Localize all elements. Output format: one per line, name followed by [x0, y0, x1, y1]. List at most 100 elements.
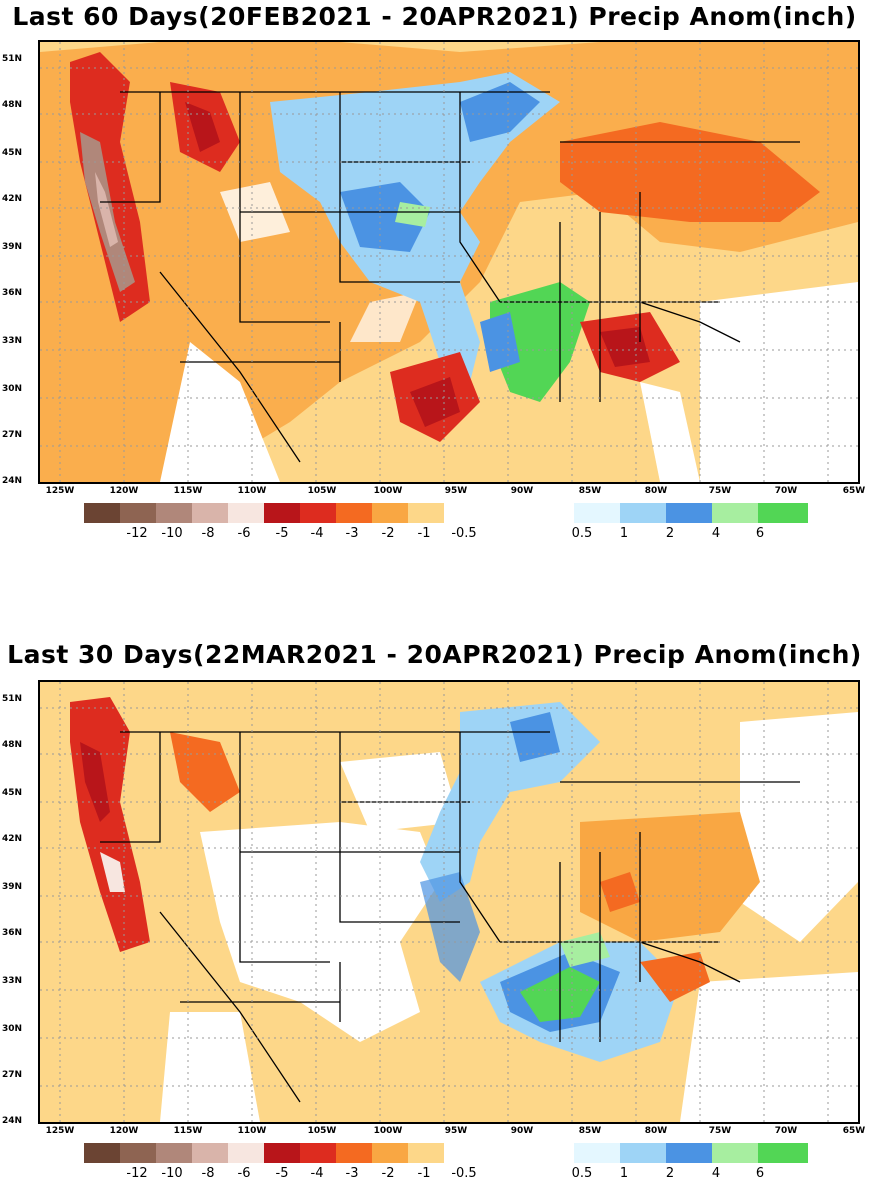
colorbar-swatch	[408, 503, 444, 523]
lat-label: 30N	[2, 1024, 23, 1034]
lat-label: 27N	[2, 1070, 23, 1080]
lon-label: 110W	[237, 486, 267, 496]
lon-label: 120W	[109, 1126, 139, 1136]
lon-label: 70W	[774, 1126, 798, 1136]
lat-label: 33N	[2, 336, 23, 346]
panel-title: Last 30 Days(22MAR2021 - 20APR2021) Prec…	[7, 640, 862, 669]
colorbar-swatch	[300, 1143, 336, 1163]
precip-anomaly-map	[38, 680, 860, 1124]
colorbar-label: -3	[345, 1166, 359, 1181]
lat-label: 51N	[2, 694, 23, 704]
colorbar-label: -4	[310, 526, 324, 541]
colorbar-label: -0.5	[451, 526, 477, 541]
lon-label: 95W	[444, 1126, 468, 1136]
colorbar-swatch	[372, 1143, 408, 1163]
lat-label: 39N	[2, 242, 23, 252]
anomaly-field	[40, 682, 858, 1122]
colorbar-swatch	[574, 503, 620, 523]
colorbar-swatch	[444, 1143, 574, 1163]
colorbar	[84, 503, 808, 523]
colorbar-swatch	[620, 503, 666, 523]
lon-label: 80W	[644, 1126, 668, 1136]
colorbar-swatch	[758, 503, 808, 523]
colorbar-label: 4	[711, 526, 721, 541]
colorbar-swatch	[228, 503, 264, 523]
colorbar-swatch	[408, 1143, 444, 1163]
lon-label: 90W	[510, 486, 534, 496]
colorbar-label: 4	[711, 1166, 721, 1181]
colorbar-label: 2	[665, 1166, 675, 1181]
lat-label: 36N	[2, 928, 23, 938]
colorbar-label: -10	[161, 526, 183, 541]
colorbar-swatch	[444, 503, 574, 523]
lon-label: 110W	[237, 1126, 267, 1136]
lat-label: 24N	[2, 1116, 23, 1126]
lon-label: 100W	[373, 486, 403, 496]
lon-label: 85W	[578, 486, 602, 496]
colorbar-swatch	[228, 1143, 264, 1163]
lon-label: 75W	[708, 486, 732, 496]
colorbar-label: 6	[755, 1166, 765, 1181]
lon-label: 120W	[109, 486, 139, 496]
colorbar-swatch	[84, 1143, 120, 1163]
lon-label: 80W	[644, 486, 668, 496]
colorbar-swatch	[620, 1143, 666, 1163]
colorbar-swatch	[336, 503, 372, 523]
colorbar-label: -6	[237, 1166, 251, 1181]
colorbar-label: -6	[237, 526, 251, 541]
panel-30-day: Last 30 Days(22MAR2021 - 20APR2021) Prec…	[0, 600, 869, 1182]
colorbar-swatch	[300, 503, 336, 523]
colorbar-label: 1	[619, 526, 629, 541]
lat-label: 39N	[2, 882, 23, 892]
lat-label: 48N	[2, 100, 23, 110]
lat-label: 33N	[2, 976, 23, 986]
lat-label: 42N	[2, 194, 23, 204]
lat-label: 36N	[2, 288, 23, 298]
colorbar-swatch	[156, 1143, 192, 1163]
lon-label: 100W	[373, 1126, 403, 1136]
colorbar-label: -12	[126, 526, 148, 541]
colorbar-label: -10	[161, 1166, 183, 1181]
lon-label: 65W	[842, 1126, 866, 1136]
lon-label: 70W	[774, 486, 798, 496]
colorbar-label: 0.5	[571, 1166, 593, 1181]
lon-label: 95W	[444, 486, 468, 496]
colorbar-swatch	[666, 1143, 712, 1163]
colorbar	[84, 1143, 808, 1163]
lon-label: 105W	[307, 486, 337, 496]
lat-label: 30N	[2, 384, 23, 394]
colorbar-label: -5	[275, 526, 289, 541]
lon-label: 125W	[45, 486, 75, 496]
colorbar-label: -12	[126, 1166, 148, 1181]
anomaly-field	[40, 42, 858, 482]
lat-label: 27N	[2, 430, 23, 440]
colorbar-label: -1	[417, 1166, 431, 1181]
colorbar-swatch	[712, 503, 758, 523]
lat-label: 42N	[2, 834, 23, 844]
colorbar-swatch	[84, 503, 120, 523]
colorbar-label: 0.5	[571, 526, 593, 541]
colorbar-swatch	[574, 1143, 620, 1163]
colorbar-label: -3	[345, 526, 359, 541]
colorbar-label: -8	[201, 1166, 215, 1181]
lat-label: 51N	[2, 54, 23, 64]
colorbar-label: -2	[381, 526, 395, 541]
colorbar-label: 6	[755, 526, 765, 541]
colorbar-swatch	[120, 503, 156, 523]
colorbar-swatch	[156, 503, 192, 523]
lon-label: 105W	[307, 1126, 337, 1136]
colorbar-label: -4	[310, 1166, 324, 1181]
colorbar-label: -2	[381, 1166, 395, 1181]
lat-label: 24N	[2, 476, 23, 486]
colorbar-label: -0.5	[451, 1166, 477, 1181]
panel-60-day: Last 60 Days(20FEB2021 - 20APR2021) Prec…	[0, 0, 869, 590]
colorbar-label: -5	[275, 1166, 289, 1181]
colorbar-label: -8	[201, 526, 215, 541]
colorbar-swatch	[336, 1143, 372, 1163]
lat-label: 45N	[2, 788, 23, 798]
colorbar-swatch	[758, 1143, 808, 1163]
colorbar-swatch	[372, 503, 408, 523]
colorbar-label: -1	[417, 526, 431, 541]
lon-label: 115W	[173, 1126, 203, 1136]
lon-label: 65W	[842, 486, 866, 496]
